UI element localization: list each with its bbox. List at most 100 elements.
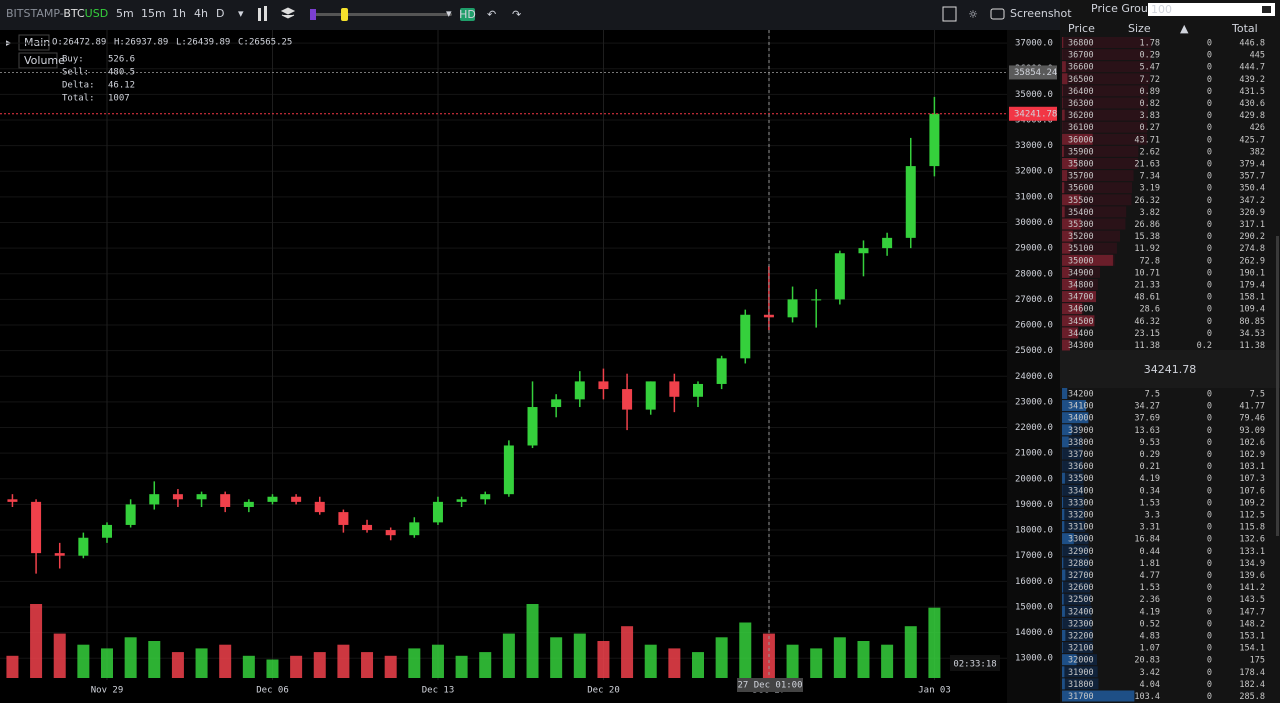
ob-cell: 35100: [1068, 244, 1094, 254]
interval[interactable]: 15m: [141, 7, 166, 20]
candle-body: [196, 494, 207, 500]
base: BTC: [63, 7, 85, 20]
dropdown-icon[interactable]: ▾: [238, 7, 244, 20]
undo[interactable]: ↶: [487, 8, 496, 21]
ob-cell: 0: [1207, 63, 1212, 73]
candle-body: [882, 237, 893, 249]
candle-body: [598, 381, 609, 390]
stat-key: Delta:: [62, 81, 95, 91]
ob-cell: 36200: [1068, 111, 1094, 121]
slider-start[interactable]: [310, 9, 316, 20]
ob-cell: 0: [1207, 511, 1212, 521]
ob-cell: 35400: [1068, 208, 1094, 218]
grouping-input[interactable]: [1148, 3, 1275, 16]
ob-cell: 0: [1207, 547, 1212, 557]
y-tick-label: 13000.0: [1015, 654, 1053, 664]
ob-cell: 32600: [1068, 583, 1094, 593]
ob-cell: 0: [1207, 607, 1212, 617]
grouping-value[interactable]: 100: [1151, 3, 1172, 16]
redo[interactable]: ↷: [512, 8, 521, 21]
depth-size: [1062, 666, 1065, 678]
ob-cell: 11.38: [1239, 341, 1265, 351]
ob-cell: 34000: [1068, 414, 1094, 424]
depth-size: [1062, 194, 1081, 206]
depth-total: [1062, 109, 1148, 121]
ob-cell: 153.1: [1239, 632, 1265, 642]
ob-cell: 5.47: [1140, 63, 1160, 73]
depth-total: [1062, 557, 1089, 569]
ob-cell: 0.82: [1140, 99, 1160, 109]
depth-size: [1062, 109, 1065, 121]
camera-icon[interactable]: [990, 8, 1005, 20]
theme-icon[interactable]: ☼: [968, 8, 978, 21]
depth-size: [1062, 339, 1070, 351]
volume-box[interactable]: [18, 52, 58, 69]
ob-cell: 34700: [1068, 293, 1094, 303]
ob-cell: 35800: [1068, 160, 1094, 170]
ob-header: Size: [1128, 22, 1151, 35]
x-tick-label: Nov 29: [91, 686, 124, 696]
grouping-arrow[interactable]: [1262, 6, 1271, 13]
depth-size: [1062, 521, 1065, 533]
ob-cell: 0: [1207, 426, 1212, 436]
depth-size: [1062, 412, 1089, 424]
main-box[interactable]: [18, 34, 50, 51]
depth-size: [1062, 496, 1064, 508]
depth-size: [1062, 315, 1095, 327]
symbol[interactable]: BITSTAMP-BTCUSD: [6, 7, 108, 20]
ob-cell: 36300: [1068, 99, 1094, 109]
main-label[interactable]: Main: [24, 36, 50, 49]
depth-size: [1062, 533, 1074, 545]
ob-cell: 0: [1207, 329, 1212, 339]
crosshair-label: 27 Dec 01:00: [737, 681, 802, 691]
legend-toggle[interactable]: ▸: [6, 36, 12, 49]
depth-total: [1062, 436, 1083, 448]
volume-label[interactable]: Volume: [24, 54, 65, 67]
ob-cell: 72.8: [1140, 256, 1160, 266]
ob-cell: 0: [1207, 656, 1212, 666]
ob-cell: 0: [1207, 135, 1212, 145]
screenshot-button[interactable]: Screenshot: [1010, 7, 1072, 20]
clock: 02:33:18: [953, 660, 996, 670]
candle-body: [740, 314, 751, 359]
interval[interactable]: 1h: [172, 7, 186, 20]
marked-price-tag: [1009, 65, 1057, 80]
volume-bar: [384, 655, 397, 678]
candle-body: [574, 381, 585, 400]
candle-icon[interactable]: [258, 6, 267, 21]
ob-cell: 158.1: [1239, 293, 1265, 303]
ob-cell: 0: [1207, 305, 1212, 315]
y-tick-label: 31000.0: [1015, 192, 1053, 202]
slider-knob[interactable]: [341, 8, 348, 21]
ob-cell: 79.46: [1239, 414, 1265, 424]
slider-track[interactable]: [310, 13, 452, 16]
hd-badge[interactable]: [460, 8, 475, 21]
ob-cell: 0: [1207, 438, 1212, 448]
ob-cell: 33700: [1068, 450, 1094, 460]
ob-cell: 0: [1207, 632, 1212, 642]
ob-cell: 379.4: [1239, 160, 1265, 170]
ob-cell: 3.83: [1140, 111, 1160, 121]
depth-total: [1062, 133, 1148, 145]
candle-body: [125, 504, 136, 525]
interval[interactable]: 4h: [194, 7, 208, 20]
ob-cell: 0: [1207, 486, 1212, 496]
depth-size: [1062, 266, 1070, 278]
depth-total: [1062, 472, 1084, 484]
depth-size: [1062, 133, 1093, 145]
volume-bar: [928, 607, 941, 678]
depth-size: [1062, 327, 1079, 339]
interval[interactable]: 5m: [116, 7, 134, 20]
ob-cell: 34200: [1068, 390, 1094, 400]
slider-arrow[interactable]: ▾: [446, 7, 452, 20]
last-price-label: 34241.78: [1014, 109, 1057, 119]
layers-icon[interactable]: [280, 7, 296, 19]
user-icon[interactable]: [942, 6, 957, 22]
volume-bar: [621, 626, 634, 678]
ob-cell: 429.8: [1239, 111, 1265, 121]
ob-cell: 11.38: [1134, 341, 1160, 351]
ob-cell: 102.9: [1239, 450, 1265, 460]
depth-size: [1062, 73, 1068, 85]
interval[interactable]: D: [216, 7, 224, 20]
